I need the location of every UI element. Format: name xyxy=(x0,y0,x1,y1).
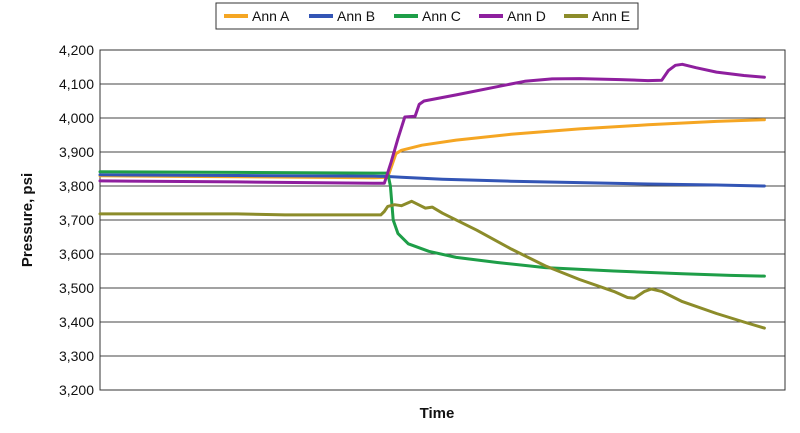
series-line-ann-c xyxy=(98,170,766,278)
series-line-ann-b xyxy=(98,173,766,188)
y-tick-label: 4,200 xyxy=(59,42,94,58)
legend-label-ann-d: Ann D xyxy=(507,8,546,24)
y-tick-label: 4,000 xyxy=(59,110,94,126)
y-tick-label: 3,200 xyxy=(59,382,94,398)
y-tick-label: 3,900 xyxy=(59,144,94,160)
legend-label-ann-a: Ann A xyxy=(252,8,290,24)
y-tick-label: 3,600 xyxy=(59,246,94,262)
y-tick-label: 3,700 xyxy=(59,212,94,228)
x-axis-title: Time xyxy=(420,405,455,422)
y-tick-label: 4,100 xyxy=(59,76,94,92)
y-tick-label: 3,800 xyxy=(59,178,94,194)
series-line-ann-d xyxy=(98,62,766,185)
gridlines xyxy=(100,49,785,391)
series-lines xyxy=(98,62,766,330)
legend-label-ann-c: Ann C xyxy=(422,8,461,24)
series-line-ann-a xyxy=(98,118,766,180)
legend-label-ann-b: Ann B xyxy=(337,8,375,24)
y-tick-label: 3,500 xyxy=(59,280,94,296)
y-tick-label: 3,400 xyxy=(59,314,94,330)
y-tick-label: 3,300 xyxy=(59,348,94,364)
plot-area-border xyxy=(99,49,786,391)
legend: Ann A Ann B Ann C Ann D Ann E xyxy=(215,2,639,30)
legend-label-ann-e: Ann E xyxy=(592,8,630,24)
y-axis-tick-labels: 3,200 3,300 3,400 3,500 3,600 3,700 3,800 3,900… xyxy=(59,42,94,398)
series-line-ann-e xyxy=(98,199,766,330)
y-axis-title: Pressure, psi xyxy=(19,173,36,267)
